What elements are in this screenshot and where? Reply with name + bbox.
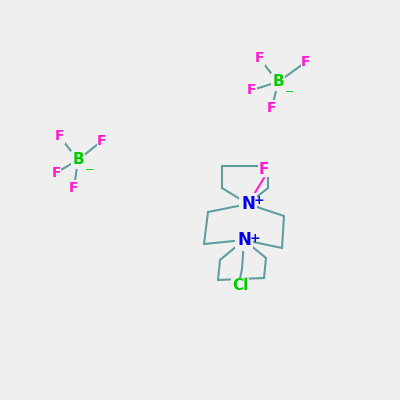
Text: F: F — [301, 55, 311, 69]
Text: F: F — [69, 181, 79, 195]
Text: Cl: Cl — [232, 278, 248, 294]
Text: B: B — [72, 152, 84, 168]
Text: −: − — [85, 165, 94, 175]
Text: F: F — [97, 134, 107, 148]
Text: F: F — [254, 51, 264, 65]
Text: F: F — [259, 162, 269, 177]
Text: F: F — [51, 166, 61, 180]
Text: F: F — [267, 101, 277, 115]
Text: +: + — [250, 232, 260, 244]
Text: N: N — [237, 231, 251, 249]
Text: F: F — [54, 129, 64, 143]
Text: B: B — [272, 74, 284, 90]
Text: +: + — [254, 194, 264, 206]
Text: F: F — [247, 83, 257, 97]
Text: N: N — [241, 195, 255, 213]
Text: −: − — [285, 87, 294, 97]
